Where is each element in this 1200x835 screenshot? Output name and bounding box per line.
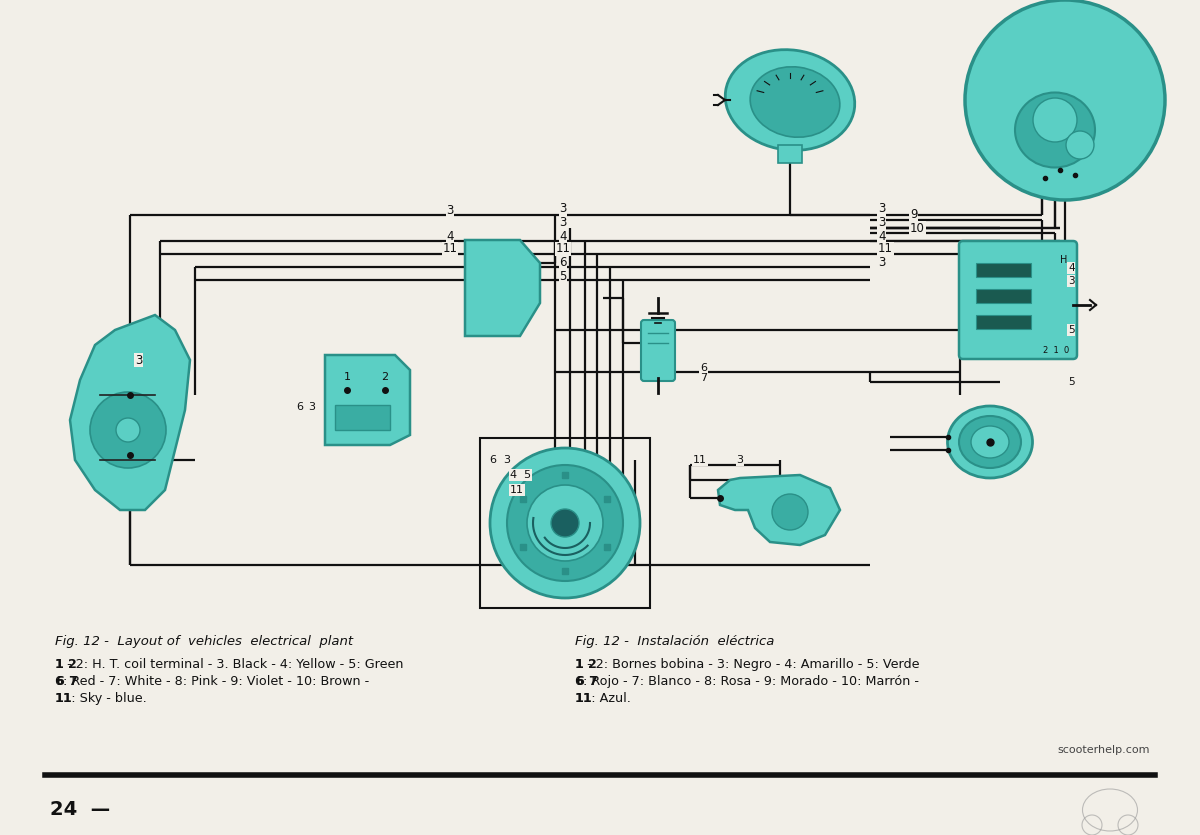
Text: 7: 7 bbox=[700, 373, 707, 383]
Text: 11: Azul.: 11: Azul. bbox=[575, 692, 631, 705]
Text: 3: 3 bbox=[559, 215, 566, 229]
Text: 1: 1 bbox=[55, 658, 64, 671]
Text: 10: 10 bbox=[910, 221, 925, 235]
Text: 6: 6 bbox=[559, 256, 566, 270]
Text: 11: 11 bbox=[510, 485, 524, 495]
Text: 2: 2 bbox=[588, 658, 596, 671]
Text: 2  1  0: 2 1 0 bbox=[1043, 346, 1069, 355]
Text: 11: 11 bbox=[55, 692, 73, 705]
Text: 6: Red - 7: White - 8: Pink - 9: Violet - 10: Brown -: 6: Red - 7: White - 8: Pink - 9: Violet … bbox=[55, 675, 370, 688]
Circle shape bbox=[490, 448, 640, 598]
Ellipse shape bbox=[959, 416, 1021, 468]
FancyBboxPatch shape bbox=[641, 320, 674, 381]
Text: 11: 11 bbox=[443, 242, 457, 256]
Text: 6: 6 bbox=[700, 363, 707, 373]
Text: 5: 5 bbox=[1068, 377, 1075, 387]
Text: 3: 3 bbox=[446, 204, 454, 216]
Circle shape bbox=[116, 418, 140, 442]
Text: 4: 4 bbox=[559, 230, 566, 242]
Text: 3: 3 bbox=[878, 256, 886, 270]
Bar bbox=[976, 263, 1031, 277]
Text: 1: 1 bbox=[575, 658, 584, 671]
Bar bbox=[480, 438, 650, 608]
Text: 11: Sky - blue.: 11: Sky - blue. bbox=[55, 692, 146, 705]
Bar bbox=[976, 315, 1031, 329]
Circle shape bbox=[90, 392, 166, 468]
Polygon shape bbox=[325, 355, 410, 445]
Text: Fig. 12 -  Layout of  vehicles  electrical  plant: Fig. 12 - Layout of vehicles electrical … bbox=[55, 635, 353, 648]
Text: 3: 3 bbox=[308, 402, 316, 412]
Text: 3: 3 bbox=[878, 201, 886, 215]
Text: H: H bbox=[1060, 255, 1067, 265]
Polygon shape bbox=[466, 240, 540, 336]
Text: 4: 4 bbox=[446, 230, 454, 242]
Text: 4: 4 bbox=[1068, 263, 1075, 273]
Text: 11: 11 bbox=[694, 455, 707, 465]
Text: 11: 11 bbox=[575, 692, 593, 705]
Circle shape bbox=[527, 485, 604, 561]
Text: 6: 6 bbox=[575, 675, 583, 688]
Text: 1 - 2: Bornes bobina - 3: Negro - 4: Amarillo - 5: Verde: 1 - 2: Bornes bobina - 3: Negro - 4: Ama… bbox=[575, 658, 919, 671]
Text: 6: 6 bbox=[55, 675, 64, 688]
Text: 1: 1 bbox=[343, 372, 350, 382]
Ellipse shape bbox=[1015, 93, 1096, 168]
Text: 3: 3 bbox=[559, 201, 566, 215]
Text: 1 - 2: H. T. coil terminal - 3. Black - 4: Yellow - 5: Green: 1 - 2: H. T. coil terminal - 3. Black - … bbox=[55, 658, 403, 671]
Text: 2: 2 bbox=[68, 658, 77, 671]
Text: 11: 11 bbox=[878, 242, 893, 256]
Circle shape bbox=[772, 494, 808, 530]
Text: 3: 3 bbox=[1068, 276, 1075, 286]
Text: 5: 5 bbox=[559, 271, 566, 284]
Ellipse shape bbox=[971, 426, 1009, 458]
Ellipse shape bbox=[725, 49, 854, 150]
Text: 2: 2 bbox=[382, 372, 389, 382]
Text: 3: 3 bbox=[737, 455, 744, 465]
Bar bbox=[335, 405, 390, 430]
Text: 6: 6 bbox=[296, 402, 304, 412]
Circle shape bbox=[1066, 131, 1094, 159]
Text: scooterhelp.com: scooterhelp.com bbox=[1057, 745, 1150, 755]
Text: Fig. 12 -  Instalación  eléctrica: Fig. 12 - Instalación eléctrica bbox=[575, 635, 774, 648]
Text: 4  5: 4 5 bbox=[510, 470, 532, 480]
Text: 3: 3 bbox=[134, 353, 143, 367]
Text: 5: 5 bbox=[1068, 325, 1075, 335]
Text: 7: 7 bbox=[68, 675, 77, 688]
Text: 6: Rojo - 7: Blanco - 8: Rosa - 9: Morado - 10: Marrón -: 6: Rojo - 7: Blanco - 8: Rosa - 9: Morad… bbox=[575, 675, 919, 688]
Text: 11: 11 bbox=[556, 242, 570, 256]
Text: 3: 3 bbox=[878, 215, 886, 229]
Circle shape bbox=[965, 0, 1165, 200]
Circle shape bbox=[551, 509, 580, 537]
Polygon shape bbox=[70, 315, 190, 510]
Circle shape bbox=[1033, 98, 1078, 142]
Text: 4: 4 bbox=[878, 230, 886, 242]
Circle shape bbox=[508, 465, 623, 581]
Bar bbox=[778, 145, 802, 163]
Ellipse shape bbox=[750, 67, 840, 137]
Bar bbox=[976, 289, 1031, 303]
Text: 24  —: 24 — bbox=[50, 800, 110, 819]
FancyBboxPatch shape bbox=[959, 241, 1078, 359]
Text: 6  3: 6 3 bbox=[490, 455, 511, 465]
Text: 9: 9 bbox=[910, 209, 918, 221]
Text: 7: 7 bbox=[588, 675, 596, 688]
Polygon shape bbox=[718, 475, 840, 545]
Ellipse shape bbox=[948, 406, 1032, 478]
